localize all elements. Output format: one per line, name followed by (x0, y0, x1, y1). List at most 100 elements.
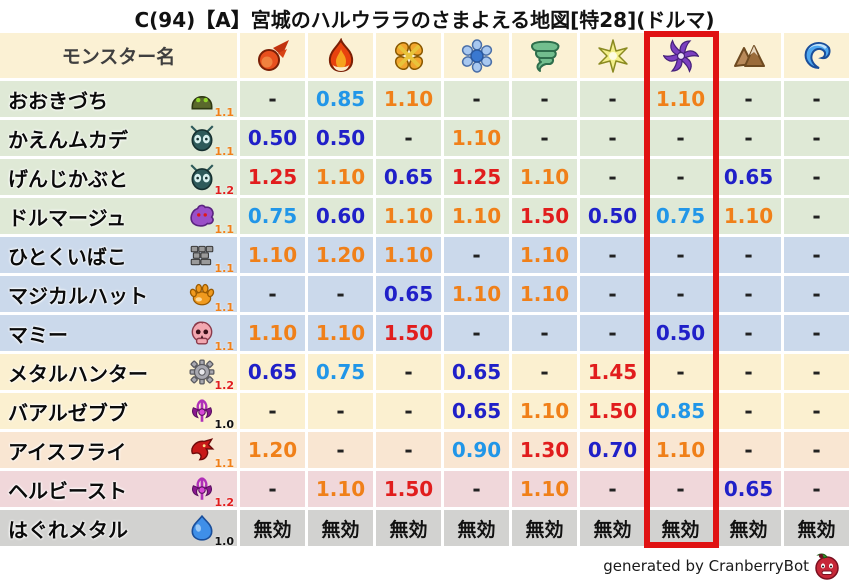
base-multiplier: 1.2 (214, 496, 235, 509)
base-multiplier: 1.1 (214, 262, 235, 275)
multiplier-cell: - (716, 354, 781, 390)
demon-monster-icon: 1.2 (188, 472, 235, 509)
multiplier-cell: 1.10 (512, 393, 577, 429)
multiplier-cell: - (648, 120, 713, 156)
element-column-header (716, 33, 781, 78)
multiplier-cell: 1.45 (580, 354, 645, 390)
multiplier-cell: 0.65 (444, 393, 509, 429)
base-multiplier: 1.1 (214, 106, 235, 119)
monster-name-cell: マミー 1.1 (0, 315, 237, 353)
multiplier-cell: 0.65 (376, 276, 441, 312)
light-icon (595, 38, 631, 74)
fireball-icon (255, 38, 291, 74)
base-multiplier: 1.0 (214, 535, 235, 548)
multiplier-cell: 1.25 (240, 159, 305, 195)
multiplier-cell: - (580, 81, 645, 117)
monster-name: はぐれメタル (8, 517, 128, 542)
element-column-header (444, 33, 509, 78)
multiplier-cell: - (308, 276, 373, 312)
multiplier-cell: 1.10 (716, 198, 781, 234)
bug-monster-icon: 1.2 (188, 160, 235, 197)
multiplier-cell: - (240, 276, 305, 312)
element-column-header (512, 33, 577, 78)
monster-name: ひとくいばこ (8, 244, 127, 269)
monster-name: バアルゼブブ (8, 400, 128, 425)
multiplier-cell: 0.50 (648, 315, 713, 351)
paw-monster-icon: 1.1 (188, 277, 235, 314)
multiplier-cell: - (376, 432, 441, 468)
multiplier-cell: 1.10 (376, 81, 441, 117)
multiplier-cell: 1.50 (376, 471, 441, 507)
monster-name-cell: ひとくいばこ 1.1 (0, 237, 237, 275)
multiplier-cell: - (784, 198, 849, 234)
multiplier-cell: - (580, 471, 645, 507)
multiplier-cell: 0.65 (716, 471, 781, 507)
multiplier-cell: - (784, 354, 849, 390)
multiplier-cell: 0.85 (308, 81, 373, 117)
multiplier-cell: 1.10 (512, 237, 577, 273)
element-column-header (308, 33, 373, 78)
multiplier-cell: - (580, 159, 645, 195)
multiplier-cell: - (648, 354, 713, 390)
skull-monster-icon: 1.1 (188, 316, 235, 353)
gear-monster-icon: 1.2 (188, 355, 234, 392)
element-column-header (580, 33, 645, 78)
multiplier-cell: - (784, 81, 849, 117)
multiplier-cell: 無効 (240, 510, 305, 546)
monster-name: おおきづち (8, 88, 108, 113)
monster-name: マミー (8, 322, 68, 347)
multiplier-cell: 無効 (444, 510, 509, 546)
demon-monster-icon: 1.0 (188, 394, 235, 431)
multiplier-cell: - (648, 276, 713, 312)
multiplier-cell: - (784, 159, 849, 195)
multiplier-cell: - (784, 393, 849, 429)
credit-text: generated by CranberryBot (603, 557, 809, 575)
multiplier-cell: 1.10 (648, 81, 713, 117)
multiplier-cell: 0.70 (580, 432, 645, 468)
monster-name: ドルマージュ (8, 205, 127, 230)
multiplier-cell: - (716, 315, 781, 351)
monster-name: げんじかぶと (8, 166, 128, 191)
slime-monster-icon: 1.0 (188, 511, 235, 548)
base-multiplier: 1.2 (214, 184, 235, 197)
monster-name: マジカルハット (8, 283, 148, 308)
monster-name-cell: おおきづち 1.1 (0, 81, 237, 119)
multiplier-cell: - (716, 432, 781, 468)
resistance-table: モンスター名 おおきづち 1.1-0.85 1.10- - -1.10- - かえんムカデ 1.… (0, 33, 849, 548)
multiplier-cell: 1.10 (240, 237, 305, 273)
base-multiplier: 1.1 (214, 457, 235, 470)
multiplier-cell: 無効 (716, 510, 781, 546)
multiplier-cell: 1.10 (444, 198, 509, 234)
monster-name: メタルハンター (8, 361, 148, 386)
multiplier-cell: - (580, 315, 645, 351)
base-multiplier: 1.1 (214, 340, 235, 353)
multiplier-cell: 0.65 (376, 159, 441, 195)
base-multiplier: 1.1 (214, 301, 235, 314)
monster-name-cell: アイスフライ 1.1 (0, 432, 237, 470)
element-column-header (240, 33, 305, 78)
multiplier-cell: - (444, 81, 509, 117)
multiplier-cell: 1.50 (376, 315, 441, 351)
multiplier-cell: 0.85 (648, 393, 713, 429)
base-multiplier: 1.0 (214, 418, 235, 431)
monster-name: アイスフライ (8, 439, 127, 464)
multiplier-cell: 1.10 (444, 120, 509, 156)
multiplier-cell: 1.30 (512, 432, 577, 468)
brick-box-monster-icon: 1.1 (188, 238, 235, 275)
multiplier-cell: - (444, 315, 509, 351)
multiplier-cell: 0.50 (580, 198, 645, 234)
multiplier-cell: 1.10 (512, 471, 577, 507)
multiplier-cell: - (240, 393, 305, 429)
ghost-monster-icon: 1.1 (188, 199, 234, 236)
multiplier-cell: 0.75 (308, 354, 373, 390)
monster-name-cell: ヘルビースト 1.2 (0, 471, 237, 509)
element-column-header (784, 33, 849, 78)
multiplier-cell: - (308, 393, 373, 429)
cranberry-bot-icon (813, 552, 841, 580)
multiplier-cell: 0.75 (240, 198, 305, 234)
multiplier-cell: 0.65 (716, 159, 781, 195)
multiplier-cell: 無効 (308, 510, 373, 546)
credit-line: generated by CranberryBot (603, 552, 841, 580)
multiplier-cell: - (784, 471, 849, 507)
